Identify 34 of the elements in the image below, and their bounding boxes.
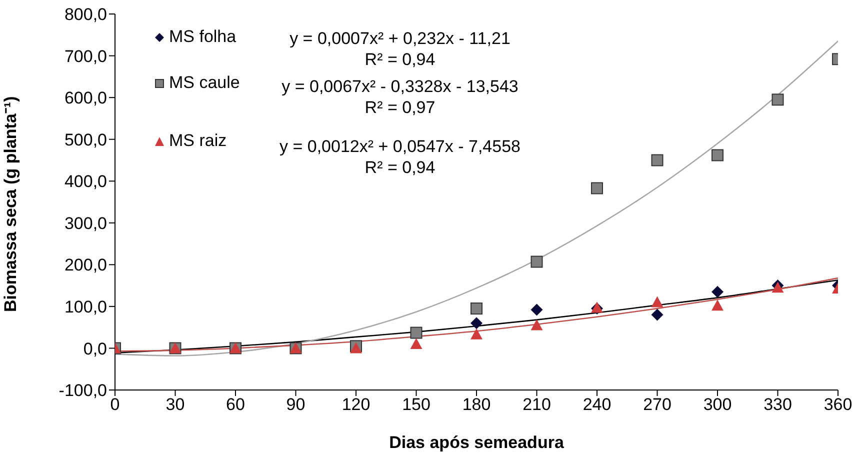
y-tick-label: 200,0 — [64, 256, 107, 275]
x-tick-label: 300 — [703, 395, 732, 414]
y-tick-label: -100,0 — [58, 381, 107, 400]
y-tick-label: 600,0 — [64, 88, 107, 108]
y-tick-label: 800,0 — [64, 5, 107, 24]
y-tick-label: 500,0 — [64, 130, 107, 150]
x-tick-label: 60 — [226, 395, 245, 414]
x-tick-label: 30 — [166, 395, 185, 414]
x-axis-title: Dias após semeadura — [389, 433, 564, 452]
annotation: R² = 0,97 — [364, 97, 436, 118]
legend-label: MS caule — [169, 73, 240, 93]
x-tick-label: 360 — [824, 395, 852, 414]
x-tick-label: 150 — [402, 395, 430, 414]
y-tick-label: 100,0 — [64, 297, 107, 316]
annotation: y = 0,0067x² - 0,3328x - 13,543 — [280, 76, 520, 97]
x-tick-label: 120 — [342, 395, 370, 414]
y-axis-title: Biomassa seca (g planta⁻¹) — [1, 96, 20, 312]
y-tick-label: 400,0 — [64, 172, 107, 192]
legend-label: MS folha — [169, 27, 236, 47]
y-tick-label: 700,0 — [64, 46, 107, 66]
y-tick-label: 0,0 — [83, 339, 107, 358]
x-tick-label: 0 — [110, 395, 120, 414]
annotation: y = 0,0012x² + 0,0547x - 7,4558 — [278, 136, 522, 157]
x-tick-label: 210 — [522, 395, 551, 414]
x-tick-label: 90 — [286, 395, 306, 414]
x-tick-label: 270 — [643, 395, 672, 414]
y-tick-label: 300,0 — [64, 214, 107, 233]
legend-label: MS raiz — [169, 131, 227, 151]
x-tick-label: 180 — [462, 395, 491, 414]
x-tick-label: 240 — [582, 395, 612, 414]
annotation: R² = 0,94 — [364, 157, 436, 178]
annotation: R² = 0,94 — [364, 49, 436, 70]
x-tick-label: 330 — [764, 395, 792, 414]
annotation: y = 0,0007x² + 0,232x - 11,21 — [288, 28, 512, 49]
